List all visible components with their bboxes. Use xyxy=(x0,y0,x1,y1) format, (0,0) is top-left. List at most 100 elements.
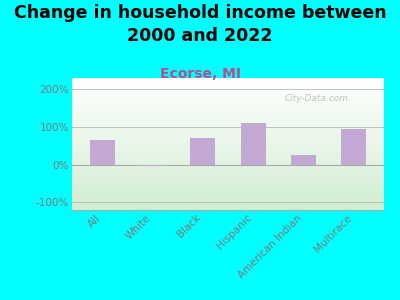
Bar xyxy=(72,194,384,195)
Bar xyxy=(72,145,384,146)
Bar xyxy=(72,169,384,170)
Bar xyxy=(72,165,384,166)
Bar xyxy=(72,123,384,124)
Bar xyxy=(72,200,384,201)
Bar xyxy=(72,143,384,144)
Bar xyxy=(72,107,384,108)
Bar xyxy=(72,80,384,81)
Bar xyxy=(72,167,384,168)
Text: Ecorse, MI: Ecorse, MI xyxy=(160,68,240,82)
Bar xyxy=(72,122,384,123)
Bar xyxy=(72,101,384,102)
Bar xyxy=(72,178,384,179)
Bar xyxy=(72,93,384,94)
Bar xyxy=(72,91,384,92)
Bar xyxy=(72,150,384,151)
Text: Change in household income between
2000 and 2022: Change in household income between 2000 … xyxy=(14,4,386,45)
Bar xyxy=(72,152,384,153)
Bar xyxy=(72,114,384,115)
Bar xyxy=(72,133,384,134)
Bar xyxy=(72,92,384,93)
Bar xyxy=(72,204,384,205)
Bar xyxy=(72,84,384,85)
Bar xyxy=(72,198,384,199)
Bar xyxy=(72,142,384,143)
Bar xyxy=(72,186,384,187)
Bar xyxy=(72,104,384,105)
Bar xyxy=(72,195,384,196)
Bar xyxy=(72,87,384,88)
Bar xyxy=(72,112,384,113)
Bar xyxy=(72,113,384,114)
Bar xyxy=(72,119,384,120)
Bar xyxy=(72,106,384,107)
Bar xyxy=(72,130,384,131)
Bar xyxy=(72,154,384,155)
Bar xyxy=(72,98,384,99)
Bar xyxy=(72,157,384,158)
Bar xyxy=(72,209,384,210)
Bar xyxy=(72,144,384,145)
Bar xyxy=(72,149,384,150)
Bar xyxy=(190,138,216,165)
Bar xyxy=(72,174,384,175)
Bar xyxy=(72,138,384,139)
Bar xyxy=(72,184,384,185)
Bar xyxy=(72,82,384,83)
Bar xyxy=(72,83,384,84)
Bar xyxy=(72,188,384,189)
Bar xyxy=(341,129,366,165)
Bar xyxy=(72,181,384,182)
Bar xyxy=(72,162,384,163)
Bar xyxy=(72,148,384,149)
Bar xyxy=(72,86,384,87)
Bar xyxy=(72,173,384,174)
Bar xyxy=(72,203,384,204)
Bar xyxy=(72,97,384,98)
Bar xyxy=(72,116,384,117)
Bar xyxy=(72,205,384,206)
Bar xyxy=(72,192,384,193)
Bar xyxy=(72,151,384,152)
Bar xyxy=(72,139,384,140)
Bar xyxy=(72,110,384,111)
Bar xyxy=(72,187,384,188)
Bar xyxy=(72,94,384,95)
Bar xyxy=(72,96,384,97)
Bar xyxy=(72,171,384,172)
Bar xyxy=(72,128,384,129)
Bar xyxy=(72,191,384,192)
Bar xyxy=(72,179,384,180)
Bar xyxy=(72,141,384,142)
Bar xyxy=(72,118,384,119)
Bar xyxy=(72,164,384,165)
Bar xyxy=(72,135,384,136)
Bar xyxy=(72,132,384,133)
Bar xyxy=(72,102,384,103)
Bar xyxy=(72,111,384,112)
Bar xyxy=(72,193,384,194)
Bar xyxy=(72,153,384,154)
Bar xyxy=(90,140,115,165)
Bar xyxy=(72,126,384,127)
Bar xyxy=(72,140,384,141)
Bar xyxy=(72,175,384,176)
Bar xyxy=(72,79,384,80)
Bar xyxy=(72,103,384,104)
Bar xyxy=(240,123,266,165)
Bar xyxy=(72,117,384,118)
Bar xyxy=(72,134,384,135)
Bar xyxy=(72,172,384,173)
Bar xyxy=(72,160,384,161)
Bar xyxy=(72,161,384,162)
Bar xyxy=(72,100,384,101)
Bar xyxy=(72,81,384,82)
Bar xyxy=(72,168,384,169)
Bar xyxy=(72,89,384,90)
Bar xyxy=(72,156,384,157)
Bar xyxy=(72,206,384,207)
Bar xyxy=(72,105,384,106)
Bar xyxy=(72,95,384,96)
Bar xyxy=(72,182,384,183)
Bar xyxy=(72,183,384,184)
